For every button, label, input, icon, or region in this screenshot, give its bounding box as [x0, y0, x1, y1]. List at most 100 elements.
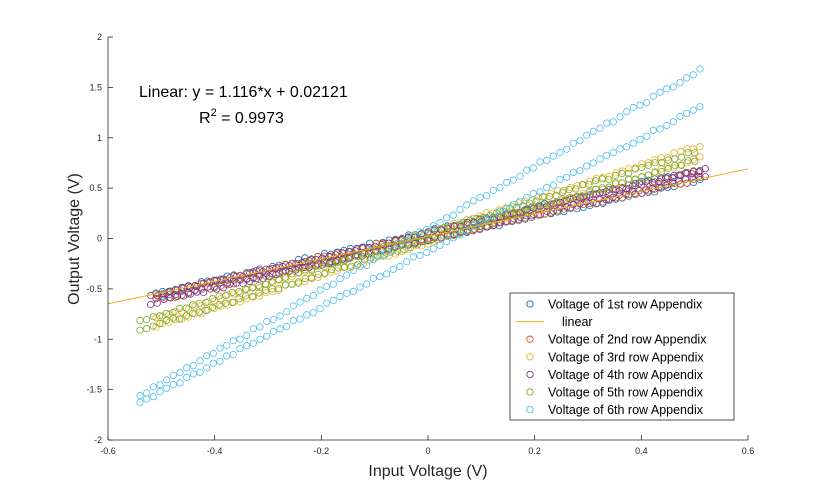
- y-tick-label: -1.5: [86, 385, 102, 395]
- data-point: [182, 304, 190, 312]
- data-point: [596, 124, 604, 132]
- data-point: [663, 85, 671, 93]
- legend-label: Voltage of 6th row Appendix: [548, 403, 704, 417]
- legend-label: Voltage of 4th row Appendix: [548, 368, 704, 382]
- data-point: [136, 316, 144, 325]
- data-point: [246, 277, 254, 286]
- data-point: [605, 175, 613, 183]
- data-point: [149, 393, 157, 401]
- data-point: [506, 211, 514, 219]
- data-point: [236, 289, 244, 297]
- x-tick-label: 0.6: [742, 446, 755, 456]
- data-point: [409, 253, 417, 261]
- data-point: [638, 163, 646, 172]
- legend-entry: Voltage of 3rd row Appendix: [526, 350, 704, 364]
- data-point: [605, 183, 613, 191]
- data-point: [136, 398, 144, 406]
- data-point: [543, 183, 551, 191]
- data-point: [586, 177, 594, 185]
- legend-entry: Voltage of 1st row Appendix: [526, 298, 703, 312]
- data-point: [591, 177, 600, 185]
- data-point: [636, 101, 644, 109]
- data-point: [409, 233, 417, 241]
- data-point: [269, 315, 277, 324]
- data-point: [376, 252, 384, 260]
- data-point: [638, 173, 646, 181]
- data-point: [331, 258, 340, 266]
- x-axis-title: Input Voltage (V): [368, 463, 487, 480]
- data-point: [228, 288, 236, 296]
- data-point: [230, 280, 238, 288]
- legend-entry: Voltage of 2nd row Appendix: [526, 333, 707, 347]
- data-point: [143, 395, 151, 403]
- legend-entry: Voltage of 5th row Appendix: [526, 386, 704, 400]
- data-point: [611, 171, 620, 180]
- data-point: [545, 192, 554, 201]
- data-point: [696, 143, 704, 151]
- data-point: [689, 106, 697, 114]
- data-point: [283, 308, 291, 316]
- data-point: [543, 202, 551, 210]
- data-point: [269, 327, 277, 335]
- data-point: [189, 362, 197, 370]
- data-point: [503, 178, 511, 186]
- data-point: [689, 155, 698, 163]
- data-point: [222, 291, 230, 300]
- data-point: [658, 158, 666, 166]
- legend-marker: [526, 405, 534, 414]
- data-point: [403, 237, 411, 245]
- data-point: [393, 247, 402, 255]
- data-point: [215, 301, 223, 309]
- data-point: [404, 241, 412, 249]
- data-point: [309, 291, 317, 300]
- data-point: [578, 192, 587, 200]
- data-point: [176, 379, 184, 387]
- data-point: [296, 315, 304, 323]
- data-point: [552, 198, 560, 207]
- data-point: [525, 199, 534, 207]
- data-point: [437, 234, 445, 242]
- legend-marker: [526, 370, 534, 379]
- data-point: [369, 274, 377, 283]
- data-point: [629, 103, 637, 112]
- r-squared: R2 = 0.9973: [199, 107, 284, 127]
- r-squared-exponent: 2: [211, 107, 217, 119]
- data-point: [243, 331, 251, 339]
- data-point: [285, 262, 293, 270]
- data-point: [334, 258, 342, 266]
- series-5: [136, 149, 699, 334]
- data-point: [162, 316, 170, 324]
- data-point: [623, 143, 631, 151]
- data-point: [569, 139, 577, 147]
- data-point: [321, 269, 329, 277]
- data-point: [294, 278, 303, 286]
- y-tick-label: 2: [97, 32, 102, 42]
- data-point: [623, 108, 631, 116]
- data-point: [563, 145, 571, 153]
- data-point: [449, 211, 457, 219]
- data-point: [532, 204, 540, 212]
- data-point: [153, 292, 161, 300]
- data-point: [314, 270, 322, 278]
- data-point: [670, 182, 678, 191]
- data-point: [391, 243, 400, 251]
- fit-line: [107, 168, 749, 305]
- data-point: [509, 176, 517, 184]
- data-point: [489, 213, 497, 221]
- y-tick-label: -2: [94, 435, 102, 445]
- legend-box: [509, 292, 735, 421]
- data-point: [443, 214, 451, 222]
- data-point: [275, 284, 283, 293]
- data-point: [543, 156, 551, 164]
- data-point: [670, 149, 678, 157]
- data-point: [166, 294, 175, 302]
- data-point: [603, 119, 611, 127]
- data-point: [558, 195, 567, 203]
- data-point: [366, 256, 374, 264]
- legend-marker: [526, 353, 534, 361]
- data-point: [400, 246, 408, 254]
- data-point: [345, 254, 353, 263]
- data-point: [446, 223, 454, 231]
- data-point: [689, 71, 697, 79]
- data-point: [341, 256, 349, 264]
